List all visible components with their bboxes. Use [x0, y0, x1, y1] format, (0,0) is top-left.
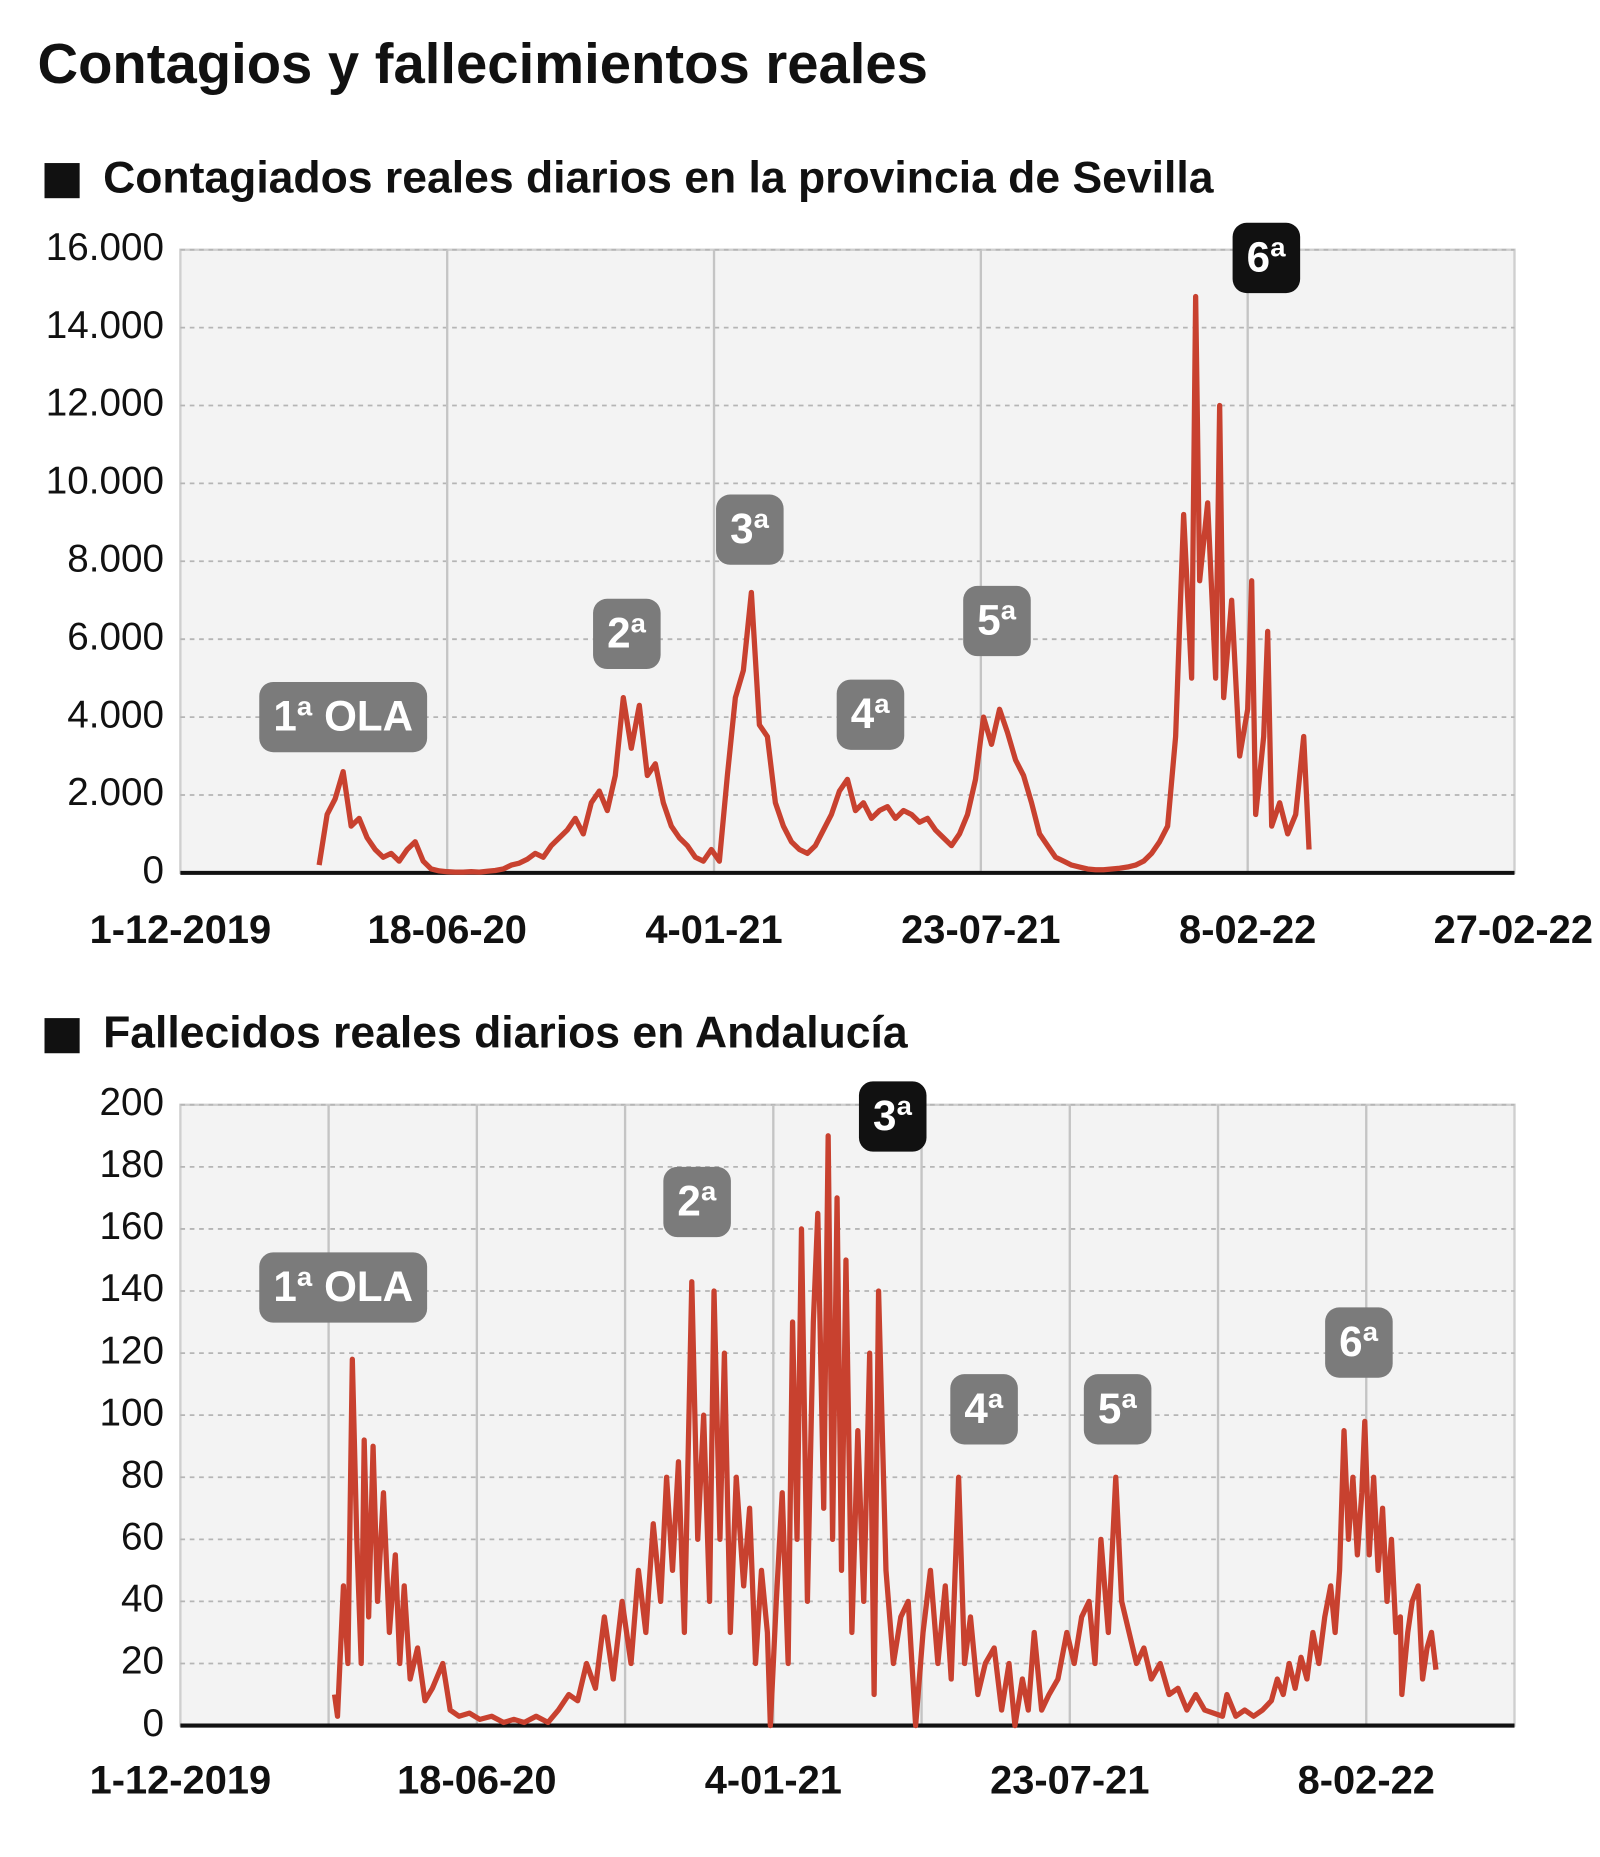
- y-tick-label: 14.000: [46, 304, 164, 347]
- x-tick-label: 8-02-22: [1298, 1758, 1435, 1802]
- wave-label-text: 3ª: [873, 1092, 912, 1139]
- y-tick-label: 140: [99, 1267, 163, 1310]
- wave-label-text: 2ª: [607, 609, 646, 656]
- y-tick-label: 0: [142, 849, 164, 892]
- wave-label: 4ª: [950, 1374, 1018, 1445]
- wave-label: 3ª: [716, 494, 784, 565]
- wave-label-text: 4ª: [964, 1385, 1003, 1432]
- wave-label-box: [1083, 1374, 1152, 1445]
- y-tick-label: 10.000: [46, 460, 164, 503]
- wave-label: 2ª: [663, 1166, 731, 1238]
- y-tick-label: 40: [121, 1578, 164, 1621]
- page-title: Contagios y fallecimientos reales: [37, 32, 927, 95]
- y-tick-label: 16.000: [46, 226, 164, 269]
- wave-label-text: 4ª: [851, 690, 890, 737]
- wave-label-text: 2ª: [677, 1177, 716, 1224]
- y-tick-label: 160: [99, 1205, 163, 1248]
- y-tick-label: 0: [142, 1702, 164, 1745]
- y-tick-label: 180: [99, 1143, 163, 1186]
- wave-label-box: [858, 1081, 927, 1152]
- wave-label-box: [1232, 222, 1301, 294]
- wave-label-text: 5ª: [977, 597, 1016, 644]
- wave-label-box: [950, 1374, 1018, 1445]
- y-tick-label: 2.000: [67, 771, 164, 814]
- y-tick-label: 20: [121, 1640, 164, 1683]
- wave-label-box: [259, 1252, 428, 1323]
- y-tick-label: 200: [99, 1081, 163, 1124]
- data-line: [331, 1133, 1439, 1729]
- x-tick-label: 27-02-22: [1434, 908, 1593, 952]
- y-tick-label: 80: [121, 1453, 164, 1496]
- wave-label: 6ª: [1232, 222, 1301, 294]
- wave-label-text: 5ª: [1098, 1385, 1137, 1432]
- wave-label: 1ª OLA: [259, 681, 428, 753]
- y-tick-label: 8.000: [67, 537, 164, 580]
- x-tick-label: 18-06-20: [368, 908, 527, 952]
- chart-title: Contagiados reales diarios en la provinc…: [103, 153, 1215, 202]
- wave-label-text: 6ª: [1339, 1318, 1378, 1365]
- wave-label: 1ª OLA: [259, 1252, 428, 1323]
- x-tick-label: 4-01-21: [705, 1758, 842, 1802]
- wave-label-box: [593, 598, 661, 670]
- wave-label: 3ª: [858, 1081, 927, 1152]
- wave-label-box: [663, 1166, 731, 1238]
- wave-label-box: [1325, 1307, 1393, 1378]
- y-tick-label: 6.000: [67, 615, 164, 658]
- wave-label-box: [259, 681, 428, 753]
- wave-label-text: 1ª OLA: [273, 693, 413, 740]
- wave-label: 5ª: [963, 585, 1031, 657]
- wave-label-text: 6ª: [1247, 233, 1286, 280]
- wave-label: 2ª: [593, 598, 661, 670]
- wave-label-box: [836, 679, 905, 750]
- wave-label-box: [716, 494, 784, 565]
- x-tick-label: 18-06-20: [397, 1758, 556, 1802]
- y-tick-label: 60: [121, 1516, 164, 1559]
- subtitle-marker: [44, 163, 80, 199]
- wave-label-box: [963, 585, 1031, 657]
- x-tick-label: 1-12-2019: [90, 908, 272, 952]
- wave-label-text: 1ª OLA: [273, 1263, 413, 1310]
- x-tick-label: 23-07-21: [901, 908, 1060, 952]
- y-tick-label: 120: [99, 1329, 163, 1372]
- wave-label: 5ª: [1083, 1374, 1152, 1445]
- x-tick-label: 1-12-2019: [90, 1758, 272, 1802]
- wave-label: 4ª: [836, 679, 905, 750]
- x-tick-label: 8-02-22: [1179, 908, 1316, 952]
- y-tick-label: 12.000: [46, 382, 164, 425]
- wave-label: 6ª: [1325, 1307, 1393, 1378]
- y-tick-label: 100: [99, 1391, 163, 1434]
- x-tick-label: 4-01-21: [645, 908, 782, 952]
- chart-title: Fallecidos reales diarios en Andalucía: [103, 1008, 909, 1057]
- wave-label-text: 3ª: [730, 505, 769, 552]
- subtitle-marker: [44, 1018, 80, 1054]
- data-line: [316, 293, 1312, 875]
- y-tick-label: 4.000: [67, 693, 164, 736]
- x-tick-label: 23-07-21: [990, 1758, 1149, 1802]
